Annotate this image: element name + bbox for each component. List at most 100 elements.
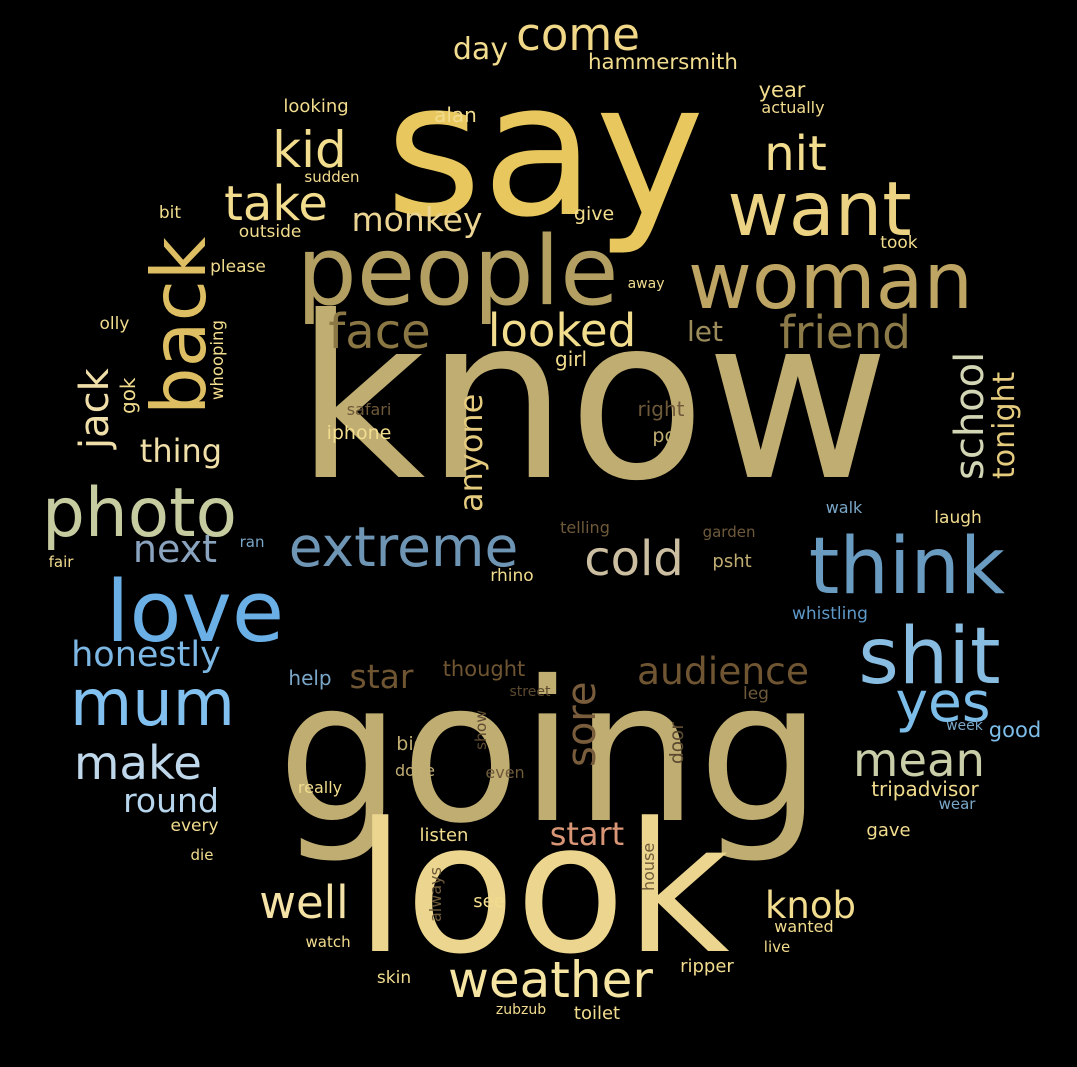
word-year: year <box>758 78 806 102</box>
word-done: done <box>395 761 435 780</box>
word-love: love <box>105 563 285 662</box>
word-skin: skin <box>376 968 412 988</box>
word-yes: yes <box>895 670 991 734</box>
word-telling: telling <box>560 518 610 537</box>
word-jack: jack <box>72 368 118 450</box>
word-right: right <box>637 397 685 421</box>
word-die: die <box>190 846 214 864</box>
word-looking: looking <box>283 96 349 117</box>
word-ripper: ripper <box>680 956 734 977</box>
word-took: took <box>880 233 918 253</box>
word-make: make <box>74 735 202 790</box>
word-toilet: toilet <box>573 1003 621 1024</box>
word-leg: leg <box>743 684 769 704</box>
word-really: really <box>297 778 343 797</box>
word-door: door <box>666 722 688 764</box>
word-tonight: tonight <box>987 371 1022 479</box>
word-take: take <box>224 176 328 232</box>
word-big: big <box>396 733 426 755</box>
word-face: face <box>328 304 431 360</box>
word-garden: garden <box>702 523 756 541</box>
word-laugh: laugh <box>934 508 982 528</box>
word-looked: looked <box>487 304 637 357</box>
word-start: start <box>549 815 625 853</box>
word-know: know <box>295 269 890 531</box>
word-cold: cold <box>584 531 684 587</box>
word-every: every <box>170 816 219 836</box>
word-help: help <box>288 666 332 690</box>
word-knob: knob <box>765 884 857 927</box>
word-friend: friend <box>779 306 911 359</box>
word-sudden: sudden <box>304 168 360 186</box>
word-audience: audience <box>637 649 809 694</box>
word-zubzub: zubzub <box>495 1002 547 1018</box>
word-show: show <box>472 710 491 750</box>
word-thing: thing <box>139 432 223 470</box>
word-anyone: anyone <box>452 393 490 513</box>
word-wanted: wanted <box>774 917 834 936</box>
word-listen: listen <box>419 825 469 846</box>
word-good: good <box>988 718 1042 742</box>
word-going: going <box>277 639 822 866</box>
word-shit: shit <box>858 612 1001 702</box>
word-school: school <box>947 351 993 481</box>
word-say: say <box>385 42 705 258</box>
word-sore: sore <box>559 681 605 767</box>
word-iphone: iphone <box>326 422 392 444</box>
word-back: back <box>135 236 223 415</box>
word-away: away <box>627 276 665 292</box>
word-walk: walk <box>825 498 863 517</box>
word-next: next <box>132 527 218 571</box>
word-watch: watch <box>305 933 351 951</box>
word-street: street <box>509 684 551 700</box>
word-kid: kid <box>272 121 347 179</box>
word-ran: ran <box>239 533 265 551</box>
word-honestly: honestly <box>71 635 221 675</box>
word-live: live <box>763 938 791 956</box>
word-olly: olly <box>99 314 130 334</box>
word-thought: thought <box>442 657 526 681</box>
word-girl: girl <box>555 347 588 371</box>
word-woman: woman <box>688 237 973 327</box>
word-fair: fair <box>48 553 74 571</box>
word-whooping: whooping <box>207 320 227 400</box>
word-star: star <box>349 657 414 696</box>
word-wear: wear <box>938 795 976 813</box>
word-safari: safari <box>346 400 392 419</box>
word-hammersmith: hammersmith <box>588 50 738 76</box>
word-even: even <box>485 763 525 782</box>
word-see: see <box>473 891 505 912</box>
word-come: come <box>516 8 640 61</box>
word-think: think <box>808 522 1006 612</box>
word-weather: weather <box>448 951 653 1009</box>
word-alan: alan <box>434 103 477 127</box>
word-round: round <box>123 781 219 820</box>
word-week: week <box>946 718 983 734</box>
word-psht: psht <box>712 551 752 572</box>
word-look: look <box>355 785 730 994</box>
word-house: house <box>639 842 658 892</box>
word-mum: mum <box>70 667 235 741</box>
word-want: want <box>727 165 912 253</box>
word-bit: bit <box>158 203 182 223</box>
word-people: people <box>296 217 619 327</box>
word-gok: gok <box>116 377 140 415</box>
word-give: give <box>573 203 615 225</box>
word-well: well <box>259 876 349 929</box>
word-day: day <box>452 32 509 67</box>
word-outside: outside <box>238 222 302 242</box>
word-monkey: monkey <box>351 200 483 239</box>
word-mean: mean <box>853 732 986 787</box>
word-pow: pow <box>652 425 692 447</box>
word-always: always <box>426 866 445 922</box>
word-nit: nit <box>764 126 827 182</box>
word-photo: photo <box>42 473 238 553</box>
word-rhino: rhino <box>490 566 534 586</box>
word-let: let <box>687 315 723 348</box>
word-please: please <box>210 257 266 277</box>
word-extreme: extreme <box>288 515 519 579</box>
word-whistling: whistling <box>792 604 868 624</box>
word-actually: actually <box>761 98 825 117</box>
word-gave: gave <box>866 820 911 841</box>
